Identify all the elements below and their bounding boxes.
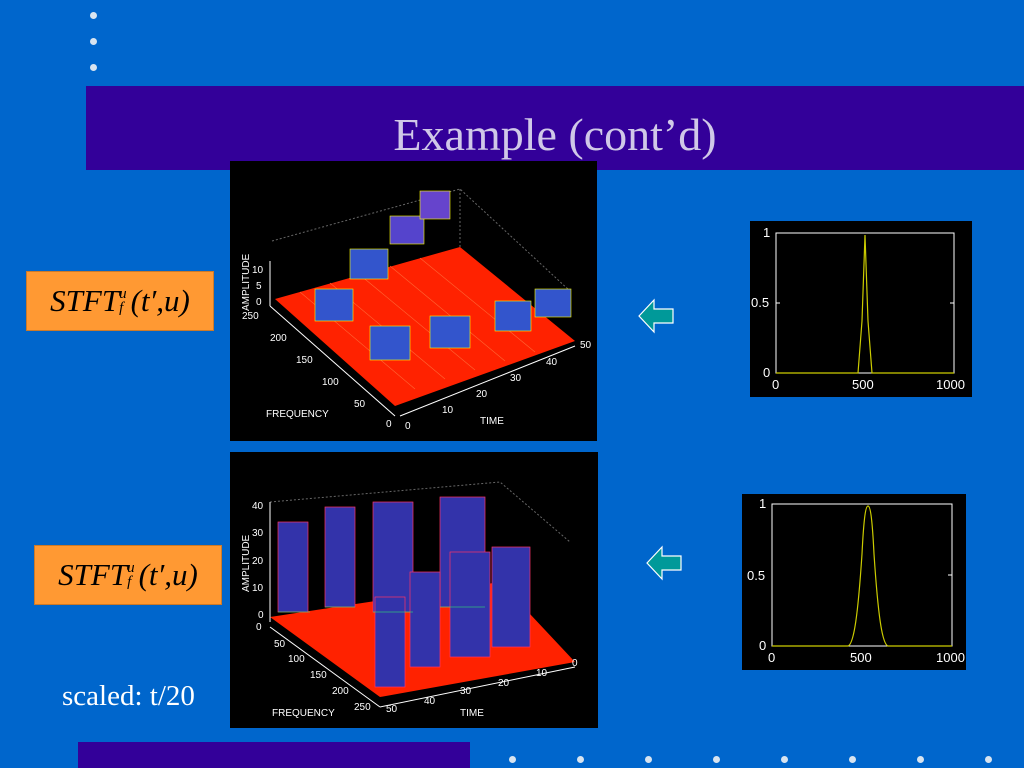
amp-tick: 10: [252, 265, 264, 276]
axis-frequency-label: FREQUENCY: [266, 409, 329, 420]
x-tick: 0: [772, 377, 779, 392]
time-tick: 30: [460, 686, 472, 697]
slide-title: Example (cont’d): [393, 109, 717, 160]
axis-frequency-label: FREQUENCY: [272, 708, 335, 719]
time-tick: 50: [580, 340, 592, 351]
bottom-band: [78, 742, 470, 768]
freq-tick: 50: [274, 639, 286, 650]
amp-tick: 10: [252, 583, 264, 594]
stft-3d-plot-top: AMPLITUDE 10 5 0 250 200 150 100 50 0 FR…: [230, 161, 597, 441]
decor-dot: [509, 756, 516, 763]
decor-dot: [917, 756, 924, 763]
freq-tick: 100: [288, 654, 305, 665]
time-tick: 0: [405, 421, 411, 432]
y-tick: 1: [763, 225, 770, 240]
freq-tick: 100: [322, 377, 339, 388]
left-arrow-icon: [646, 545, 682, 581]
freq-tick: 200: [270, 333, 287, 344]
title-band: Example (cont’d): [86, 86, 1024, 170]
freq-tick: 250: [242, 311, 259, 322]
caption-scaled: scaled: t/20: [62, 680, 195, 712]
decor-dot: [985, 756, 992, 763]
time-tick: 10: [442, 405, 454, 416]
time-tick: 20: [498, 678, 510, 689]
y-tick: 0: [763, 365, 770, 380]
amp-tick: 0: [258, 610, 264, 621]
x-tick: 500: [852, 377, 874, 392]
amp-tick: 20: [252, 556, 264, 567]
x-tick: 1000: [936, 650, 965, 665]
decor-dot: [577, 756, 584, 763]
stft-3d-plot-bottom: AMPLITUDE 40 30 20 10 0 0 50 100 150 200…: [230, 452, 598, 728]
axis-time-label: TIME: [460, 708, 484, 719]
freq-tick: 0: [386, 419, 392, 430]
time-tick: 50: [386, 704, 398, 715]
y-tick: 0.5: [747, 568, 765, 583]
y-tick: 0: [759, 638, 766, 653]
y-tick: 0.5: [751, 295, 769, 310]
axis-amplitude-label: AMPLITUDE: [241, 534, 252, 592]
freq-tick: 200: [332, 686, 349, 697]
left-arrow-icon: [638, 298, 674, 334]
decor-dot: [849, 756, 856, 763]
axis-time-label: TIME: [480, 416, 504, 427]
freq-tick: 250: [354, 702, 371, 713]
time-tick: 0: [572, 658, 578, 669]
time-tick: 20: [476, 389, 488, 400]
axis-amplitude-label: AMPLITUDE: [241, 253, 252, 311]
window-plot-top: 1 0.5 0 0 500 1000: [750, 221, 972, 397]
freq-tick: 150: [310, 670, 327, 681]
decor-dot: [713, 756, 720, 763]
x-tick: 0: [768, 650, 775, 665]
decor-dot: [90, 12, 97, 19]
amp-tick: 0: [256, 297, 262, 308]
amp-tick: 30: [252, 528, 264, 539]
freq-tick: 50: [354, 399, 366, 410]
amp-tick: 40: [252, 501, 264, 512]
amp-tick: 0: [256, 622, 262, 633]
window-plot-bottom: 1 0.5 0 0 500 1000: [742, 494, 966, 670]
freq-tick: 150: [296, 355, 313, 366]
amp-tick: 5: [256, 281, 262, 292]
y-tick: 1: [759, 496, 766, 511]
x-tick: 500: [850, 650, 872, 665]
decor-dot: [645, 756, 652, 763]
decor-dot: [90, 64, 97, 71]
time-tick: 40: [546, 357, 558, 368]
time-tick: 10: [536, 668, 548, 679]
decor-dot: [90, 38, 97, 45]
decor-dot: [781, 756, 788, 763]
time-tick: 30: [510, 373, 522, 384]
x-tick: 1000: [936, 377, 965, 392]
time-tick: 40: [424, 696, 436, 707]
